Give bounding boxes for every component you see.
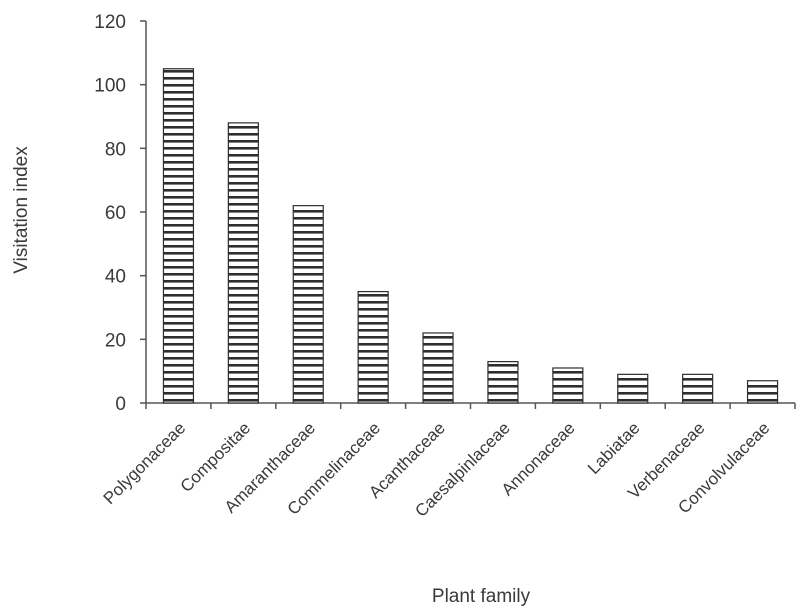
bar bbox=[357, 290, 389, 404]
y-tick-label: 40 bbox=[105, 267, 126, 288]
bar-series bbox=[162, 68, 779, 404]
bar bbox=[227, 122, 259, 404]
bar bbox=[487, 361, 519, 404]
y-tick-label: 0 bbox=[115, 394, 126, 415]
bar bbox=[746, 380, 779, 404]
y-tick-label: 100 bbox=[94, 76, 126, 97]
x-category-label: Labiatae bbox=[584, 418, 644, 478]
y-tick-label: 20 bbox=[105, 330, 126, 351]
bar bbox=[422, 332, 454, 404]
bar bbox=[552, 367, 584, 404]
y-tick-label: 80 bbox=[105, 139, 126, 160]
y-tick-labels: 0 20 40 60 80 100 120 bbox=[94, 12, 126, 415]
y-tick-label: 120 bbox=[94, 12, 126, 33]
bar bbox=[292, 205, 324, 404]
y-axis-title: Visitation index bbox=[11, 146, 32, 274]
x-axis-title: Plant family bbox=[432, 586, 531, 607]
x-category-label: Polygonaceae bbox=[100, 418, 190, 508]
bar bbox=[682, 373, 714, 404]
bar bbox=[162, 68, 195, 404]
x-category-labels: PolygonaceaeCompositaeAmaranthaceaeComme… bbox=[100, 418, 774, 520]
bar bbox=[617, 373, 649, 404]
y-tick-label: 60 bbox=[105, 203, 126, 224]
